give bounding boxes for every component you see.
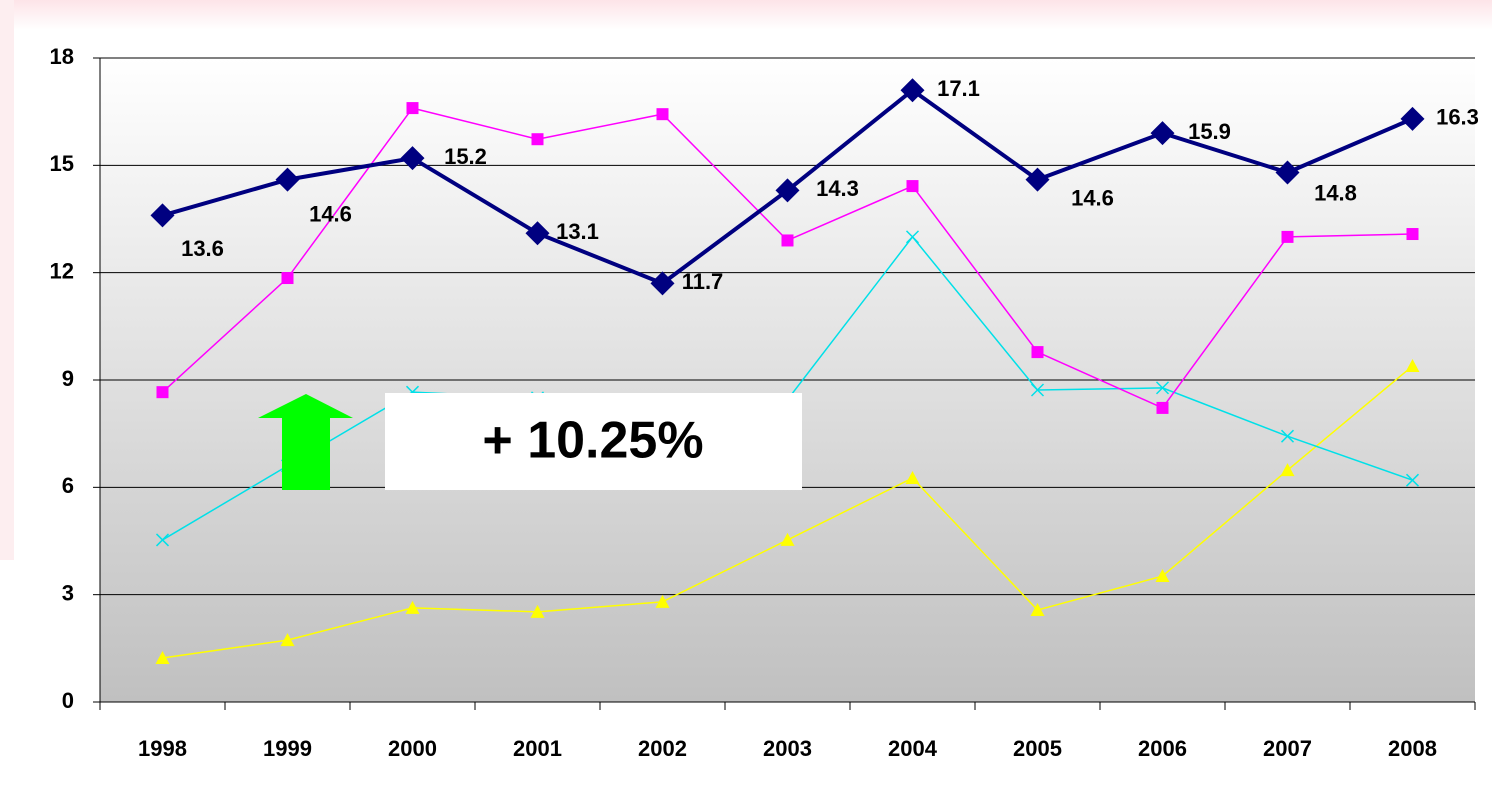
marker [781, 234, 794, 247]
data-label: 13.6 [181, 236, 224, 261]
marker [155, 650, 170, 664]
annotation: + 10.25% [482, 412, 703, 470]
marker [900, 78, 925, 103]
marker [405, 600, 420, 614]
marker [155, 533, 170, 547]
up-arrow [258, 394, 353, 490]
data-label: 16.3 [1436, 105, 1479, 130]
x-tick-label: 2002 [638, 736, 687, 761]
marker [906, 180, 919, 193]
marker [1275, 160, 1300, 185]
data-label: 14.6 [309, 201, 352, 226]
marker [400, 146, 425, 171]
marker [905, 471, 920, 485]
annotation-group: + 10.25% [258, 393, 802, 490]
data-label: 17.1 [937, 76, 980, 101]
y-tick-label: 9 [62, 366, 74, 391]
x-tick-label: 2003 [763, 736, 812, 761]
marker [1406, 228, 1419, 241]
x-tick-label: 2005 [1013, 736, 1062, 761]
data-label: 11.7 [682, 269, 724, 294]
marker [1400, 106, 1425, 131]
data-label: 13.1 [556, 219, 599, 244]
marker [150, 203, 175, 228]
marker [1405, 473, 1420, 487]
marker [1025, 167, 1050, 192]
annotation-box [385, 393, 802, 490]
x-tick-label: 2007 [1263, 736, 1312, 761]
y-tick-label: 0 [62, 688, 74, 713]
marker [1280, 429, 1295, 443]
x-tick-label: 2000 [388, 736, 437, 761]
marker [1150, 121, 1175, 146]
data-label: 15.9 [1188, 119, 1231, 144]
marker [655, 594, 670, 608]
x-tick-label: 1998 [138, 736, 187, 761]
marker [530, 604, 545, 618]
data-label: 14.3 [816, 176, 859, 201]
data-label: 14.6 [1071, 185, 1114, 210]
marker [525, 221, 550, 246]
x-tick-label: 2006 [1138, 736, 1187, 761]
marker [780, 532, 795, 546]
y-tick-label: 6 [62, 473, 74, 498]
data-label: 15.2 [444, 144, 487, 169]
marker [280, 633, 295, 647]
marker [1030, 383, 1045, 397]
marker [1155, 381, 1170, 395]
data-label: 14.8 [1314, 180, 1357, 205]
y-tick-label: 18 [50, 44, 74, 69]
x-tick-label: 2008 [1388, 736, 1437, 761]
marker [1155, 569, 1170, 583]
y-tick-label: 12 [50, 258, 74, 283]
left-band [0, 0, 14, 560]
marker [656, 108, 669, 121]
top-band [0, 0, 1492, 30]
y-tick-label: 15 [50, 151, 74, 176]
marker [1405, 359, 1420, 373]
marker [1281, 230, 1294, 243]
marker [1280, 463, 1295, 477]
marker [275, 167, 300, 192]
marker [1156, 401, 1169, 414]
marker [650, 271, 675, 296]
marker [905, 230, 920, 244]
x-tick-label: 2004 [888, 736, 938, 761]
marker [1030, 603, 1045, 617]
x-tick-label: 2001 [513, 736, 562, 761]
marker [281, 272, 294, 285]
marker [406, 102, 419, 115]
marker [775, 178, 800, 203]
marker [156, 386, 169, 399]
marker [531, 133, 544, 146]
y-tick-label: 3 [62, 580, 74, 605]
x-tick-label: 1999 [263, 736, 312, 761]
marker [1031, 346, 1044, 359]
